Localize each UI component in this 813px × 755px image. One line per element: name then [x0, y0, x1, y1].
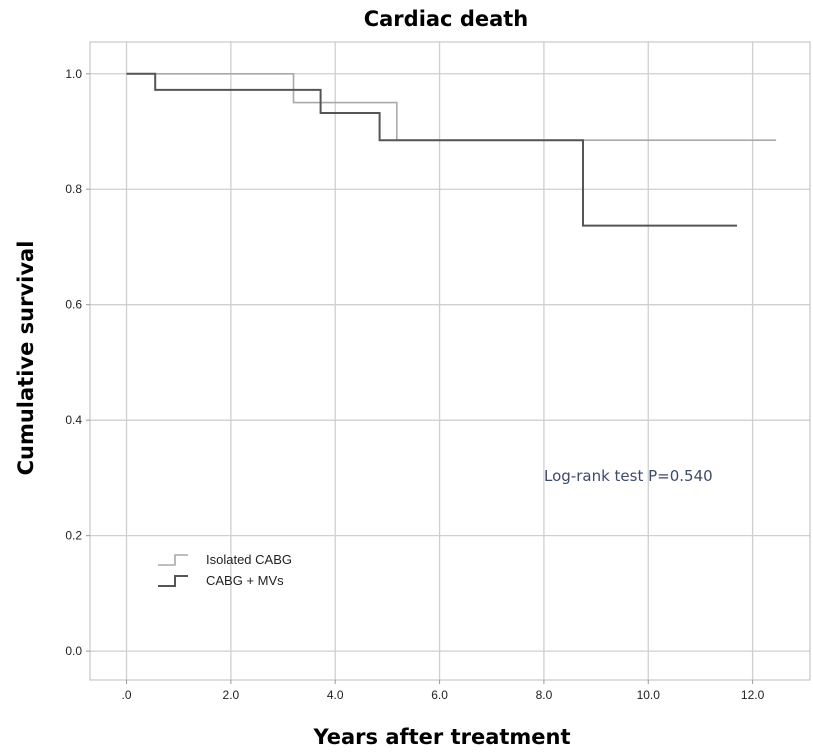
x-tick-label: 2.0: [223, 688, 240, 702]
x-axis: .0 2.0 4.0 6.0 8.0 10.0 12.0: [122, 680, 765, 702]
x-tick-label: 12.0: [741, 688, 765, 702]
y-tick-label: 0.0: [65, 644, 82, 658]
log-rank-annotation: Log-rank test P=0.540: [544, 467, 713, 485]
chart-title: Cardiac death: [364, 7, 529, 31]
x-tick-label: 6.0: [431, 688, 448, 702]
series-group: [126, 72, 777, 227]
y-axis: 0.0 0.2 0.4 0.6 0.8 1.0: [65, 67, 90, 658]
legend-swatch: [158, 554, 188, 566]
x-tick-label: 10.0: [637, 688, 661, 702]
legend-item: CABG + MVs: [158, 573, 284, 588]
legend-swatch: [158, 575, 188, 587]
y-tick-label: 0.2: [65, 529, 82, 543]
x-tick-label: 4.0: [327, 688, 344, 702]
x-axis-label: Years after treatment: [312, 725, 570, 749]
y-tick-label: 0.4: [65, 413, 82, 427]
x-tick-label: 8.0: [536, 688, 553, 702]
x-tick-label: .0: [122, 688, 132, 702]
y-tick-label: 0.6: [65, 298, 82, 312]
legend-label: Isolated CABG: [206, 552, 292, 567]
grid: [90, 42, 810, 680]
y-tick-label: 0.8: [65, 182, 82, 196]
series-line-isolated-cabg: [126, 73, 777, 141]
legend-label: CABG + MVs: [206, 573, 284, 588]
plot-frame: [89, 41, 811, 681]
legend-item: Isolated CABG: [158, 552, 292, 567]
y-tick-label: 1.0: [65, 67, 82, 81]
y-axis-label: Cumulative survival: [14, 241, 38, 476]
series-line-cabg-mvs: [126, 72, 737, 227]
legend: Isolated CABG CABG + MVs: [158, 552, 292, 588]
